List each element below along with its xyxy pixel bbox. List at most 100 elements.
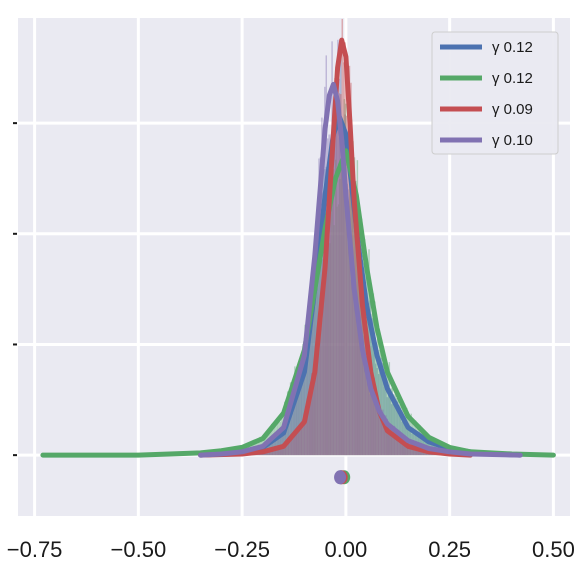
histogram-bar	[346, 183, 348, 456]
histogram-bar	[300, 380, 303, 456]
histogram-bar	[326, 246, 329, 456]
histogram-bar	[289, 405, 291, 456]
histogram-bar	[298, 371, 301, 456]
histogram-bar	[403, 442, 406, 456]
histogram-bar	[323, 222, 325, 456]
histogram-bar	[386, 418, 389, 456]
x-tick-label-3: 0.00	[324, 537, 367, 562]
histogram-bar	[417, 448, 419, 456]
histogram-bar	[356, 302, 358, 456]
histogram-bar	[324, 287, 326, 456]
histogram-bar	[376, 397, 378, 456]
histogram-bar	[286, 414, 288, 456]
histogram-bar	[403, 439, 406, 456]
histogram-bar	[374, 363, 377, 456]
histogram-bar	[408, 447, 410, 456]
histogram-bar	[340, 94, 342, 456]
histogram-bar	[360, 299, 362, 456]
histogram-bar	[289, 414, 291, 456]
histogram-bar	[344, 42, 346, 456]
histogram-bar	[297, 376, 300, 456]
histogram-bar	[335, 113, 338, 456]
histogram-bar	[360, 347, 362, 456]
histogram-bar	[393, 425, 396, 456]
histogram-bar	[326, 163, 329, 456]
histogram-bar	[340, 162, 343, 456]
histogram-bar	[335, 96, 338, 456]
histogram-bar	[337, 114, 339, 456]
histogram-bar	[366, 333, 368, 456]
histogram-bar	[367, 344, 370, 456]
histogram-bar	[422, 429, 424, 456]
histogram-bar	[418, 449, 420, 456]
histogram-bar	[372, 373, 374, 456]
histogram-bar	[363, 239, 366, 456]
histogram-bar	[339, 179, 341, 456]
histogram-bar	[329, 243, 331, 456]
histogram-bar	[426, 432, 428, 456]
histogram-bar	[305, 410, 307, 456]
histogram-bar	[402, 438, 404, 456]
y-ticks	[13, 122, 17, 457]
histogram-bar	[383, 423, 386, 456]
histogram-bar	[306, 404, 309, 456]
histogram-bar	[311, 373, 313, 456]
histogram-bar	[293, 381, 296, 456]
histogram-bar	[307, 320, 309, 456]
histogram-bar	[337, 204, 340, 456]
histogram-bar	[400, 403, 402, 456]
histogram-bar	[315, 358, 317, 456]
histogram-bar	[424, 433, 427, 456]
histogram-bar	[358, 324, 361, 456]
histogram-bar	[374, 396, 377, 456]
histogram-bar	[303, 417, 306, 456]
histogram-bar	[394, 395, 396, 456]
histogram-bar	[354, 197, 357, 456]
histogram-bar	[386, 427, 389, 456]
histogram-bar	[348, 247, 351, 456]
histogram-bar	[296, 388, 298, 456]
histogram-bar	[407, 416, 409, 456]
histogram-bar	[312, 387, 314, 456]
histogram-bar	[279, 445, 281, 456]
histogram-bar	[390, 437, 393, 456]
histogram-bar	[384, 359, 386, 456]
histogram-bar	[396, 435, 399, 456]
histogram-bar	[334, 77, 336, 456]
histogram-bar	[350, 176, 352, 456]
histogram-bar	[403, 407, 405, 456]
legend-label-1: γ 0.12	[492, 70, 533, 87]
histogram-bar	[379, 347, 382, 456]
histogram-bar	[353, 281, 355, 456]
histogram-bar	[311, 283, 313, 456]
histogram-bar	[408, 416, 411, 456]
histogram-bar	[295, 388, 297, 456]
histogram-bar	[348, 109, 351, 456]
histogram-bar	[417, 428, 420, 456]
histogram-bar	[356, 255, 358, 456]
histogram-bar	[273, 448, 275, 456]
histogram-bar	[374, 301, 376, 456]
histogram-bar	[331, 165, 333, 456]
histogram-bar	[390, 388, 392, 456]
histogram-bar	[287, 438, 290, 456]
histogram-bar	[380, 416, 383, 456]
histogram-bar	[294, 366, 296, 456]
histogram-bar	[318, 254, 321, 456]
histogram-bar	[302, 419, 304, 456]
legend: γ 0.12 γ 0.12 γ 0.09 γ 0.10	[431, 31, 559, 155]
histogram-bar	[344, 114, 346, 456]
histogram-bar	[401, 439, 403, 456]
histogram-bar	[302, 343, 304, 456]
histogram-bar	[292, 391, 295, 456]
histogram-bar	[413, 423, 415, 456]
histogram-bar	[302, 355, 305, 456]
histogram-bar	[341, 158, 343, 456]
histogram-bar	[284, 415, 287, 456]
histogram-bar	[267, 439, 269, 456]
histogram-bar	[299, 423, 301, 456]
histogram-bar	[401, 410, 404, 456]
histogram-bar	[392, 437, 394, 456]
histogram-bar	[321, 309, 323, 456]
histogram-bar	[419, 449, 422, 456]
